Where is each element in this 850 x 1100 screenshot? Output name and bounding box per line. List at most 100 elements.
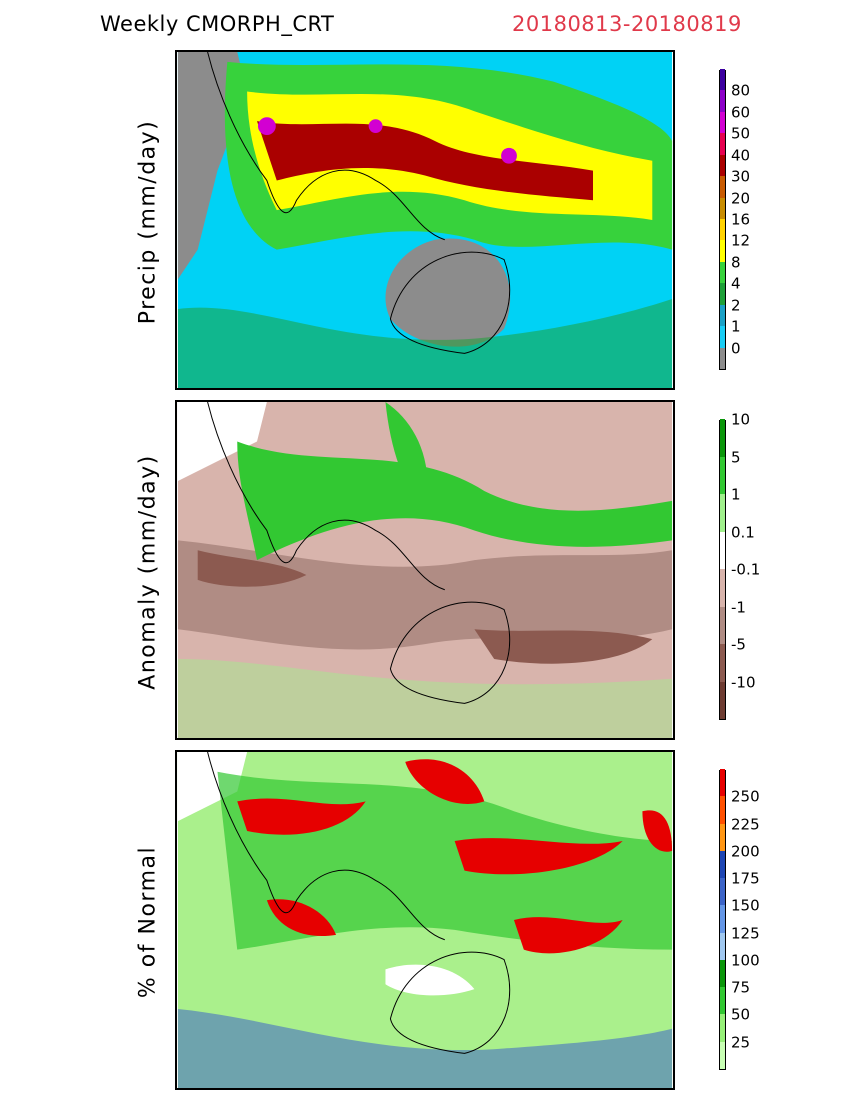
percent-tick-label: 50 bbox=[731, 1005, 751, 1024]
anomaly-panel: Anomaly (mm/day) -10 -5 -1 -0.1 0.1 1 5 10 bbox=[0, 400, 850, 745]
anomaly-tick-label: 1 bbox=[731, 485, 741, 504]
precip-colorbar-seg bbox=[720, 283, 725, 305]
anomaly-map-svg bbox=[177, 402, 673, 738]
precip-tick-label: 0 bbox=[731, 339, 741, 358]
precip-colorbar-seg bbox=[720, 111, 725, 134]
percent-blue-fringe bbox=[177, 1008, 673, 1088]
percent-map bbox=[175, 750, 675, 1090]
precip-tick-label: 20 bbox=[731, 189, 751, 208]
precip-tick-label: 16 bbox=[731, 210, 751, 229]
percent-colorbar-seg bbox=[720, 932, 725, 960]
anomaly-very-dry-1 bbox=[197, 550, 307, 587]
precip-colorbar-seg bbox=[720, 261, 725, 284]
percent-tick-label: 175 bbox=[731, 869, 760, 888]
anomaly-dry-band bbox=[177, 540, 673, 650]
precip-tick-label: 60 bbox=[731, 103, 751, 122]
anomaly-white-nw bbox=[177, 402, 267, 482]
percent-coastline-australia bbox=[389, 951, 511, 1054]
percent-tick-label: 200 bbox=[731, 842, 760, 861]
precip-tick-label: 30 bbox=[731, 167, 751, 186]
precip-tick-label: 50 bbox=[731, 124, 751, 143]
precip-colorbar-seg bbox=[720, 240, 725, 262]
anomaly-tick-label: 5 bbox=[731, 448, 741, 466]
percent-colorbar-seg bbox=[720, 987, 725, 1015]
percent-red-4 bbox=[266, 899, 337, 937]
precip-map bbox=[175, 50, 675, 390]
percent-colorbar bbox=[719, 769, 726, 1070]
percent-coastline-asia bbox=[207, 752, 445, 941]
precip-tick-label: 80 bbox=[731, 81, 751, 100]
percent-panel: % of Normal 25 50 75 100 125 150 175 200 225 250 bbox=[0, 750, 850, 1095]
percent-colorbar-seg bbox=[720, 959, 725, 988]
precip-colorbar-seg bbox=[720, 219, 725, 241]
precip-tick-label: 12 bbox=[731, 231, 751, 250]
anomaly-colorbar-seg bbox=[720, 644, 725, 682]
anomaly-colorbar-seg bbox=[720, 681, 725, 719]
anomaly-tick-label: -10 bbox=[731, 673, 756, 691]
anomaly-ylabel: Anomaly (mm/day) bbox=[135, 454, 161, 690]
precip-colorbar-seg bbox=[720, 90, 725, 112]
precip-coastline-australia bbox=[389, 251, 511, 354]
percent-tick-label: 75 bbox=[731, 978, 751, 997]
percent-white-nw bbox=[177, 752, 248, 822]
percent-colorbar-seg bbox=[720, 1014, 725, 1042]
precip-tick-label: 8 bbox=[731, 253, 741, 272]
percent-red-5 bbox=[513, 917, 623, 954]
precip-tick-label: 4 bbox=[731, 274, 741, 293]
percent-red-6 bbox=[642, 810, 673, 852]
anomaly-colorbar bbox=[719, 419, 726, 720]
percent-red-1 bbox=[237, 798, 366, 835]
anomaly-wet-band bbox=[237, 441, 673, 561]
precip-coastline-asia bbox=[207, 52, 445, 241]
anomaly-tick-label: 0.1 bbox=[731, 523, 755, 541]
precip-colorbar bbox=[719, 69, 726, 370]
percent-colorbar-seg bbox=[720, 878, 725, 906]
percent-colorbar-seg bbox=[720, 850, 725, 879]
figure-title: Weekly CMORPH_CRT bbox=[100, 12, 335, 36]
percent-tick-label: 150 bbox=[731, 896, 760, 915]
precip-extreme-2 bbox=[368, 119, 383, 134]
anomaly-very-dry-2 bbox=[474, 629, 653, 664]
precip-colorbar-seg bbox=[720, 176, 725, 198]
percent-tick-label: 100 bbox=[731, 951, 760, 970]
precip-colorbar-seg bbox=[720, 304, 725, 327]
anomaly-tick-label: 10 bbox=[731, 410, 751, 429]
percent-tick-label: 125 bbox=[731, 924, 760, 943]
anomaly-colorbar-seg bbox=[720, 419, 725, 457]
percent-colorbar-seg bbox=[720, 769, 725, 797]
anomaly-colorbar-seg bbox=[720, 456, 725, 494]
precip-colorbar-seg bbox=[720, 326, 725, 348]
precip-extreme-1 bbox=[257, 117, 276, 136]
date-range: 20180813-20180819 bbox=[512, 12, 742, 36]
anomaly-colorbar-seg bbox=[720, 606, 725, 644]
percent-colorbar-seg bbox=[720, 1041, 725, 1069]
anomaly-coastline-australia bbox=[389, 601, 511, 704]
precip-monsoon-peak bbox=[257, 121, 593, 201]
percent-colorbar-seg bbox=[720, 796, 725, 824]
precip-tick-label: 2 bbox=[731, 296, 741, 315]
anomaly-colorbar-seg bbox=[720, 531, 725, 569]
precip-colorbar-seg bbox=[720, 69, 725, 91]
anomaly-wet-north bbox=[385, 402, 428, 511]
percent-tick-label: 25 bbox=[731, 1033, 751, 1052]
anomaly-coastline-asia bbox=[207, 402, 445, 591]
anomaly-tick-label: -0.1 bbox=[731, 560, 761, 579]
percent-red-3 bbox=[454, 838, 623, 875]
precip-dry-australia bbox=[385, 238, 511, 347]
anomaly-colorbar-seg bbox=[720, 569, 725, 607]
anomaly-map bbox=[175, 400, 675, 740]
precip-tick-label: 1 bbox=[731, 317, 741, 336]
precip-colorbar-seg bbox=[720, 347, 725, 369]
anomaly-tick-label: -5 bbox=[731, 635, 746, 654]
precip-panel: Precip (mm/day) 0 1 2 4 8 12 16 20 30 40 50 60 80 bbox=[0, 50, 850, 395]
percent-ylabel: % of Normal bbox=[135, 845, 161, 999]
precip-colorbar-seg bbox=[720, 133, 725, 155]
precip-tick-label: 40 bbox=[731, 146, 751, 165]
precip-extreme-3 bbox=[501, 147, 517, 164]
precip-colorbar-seg bbox=[720, 197, 725, 219]
precip-map-svg bbox=[177, 52, 673, 388]
anomaly-south-wet bbox=[177, 658, 673, 738]
precip-south-band bbox=[177, 299, 673, 388]
anomaly-tick-label: -1 bbox=[731, 598, 746, 616]
